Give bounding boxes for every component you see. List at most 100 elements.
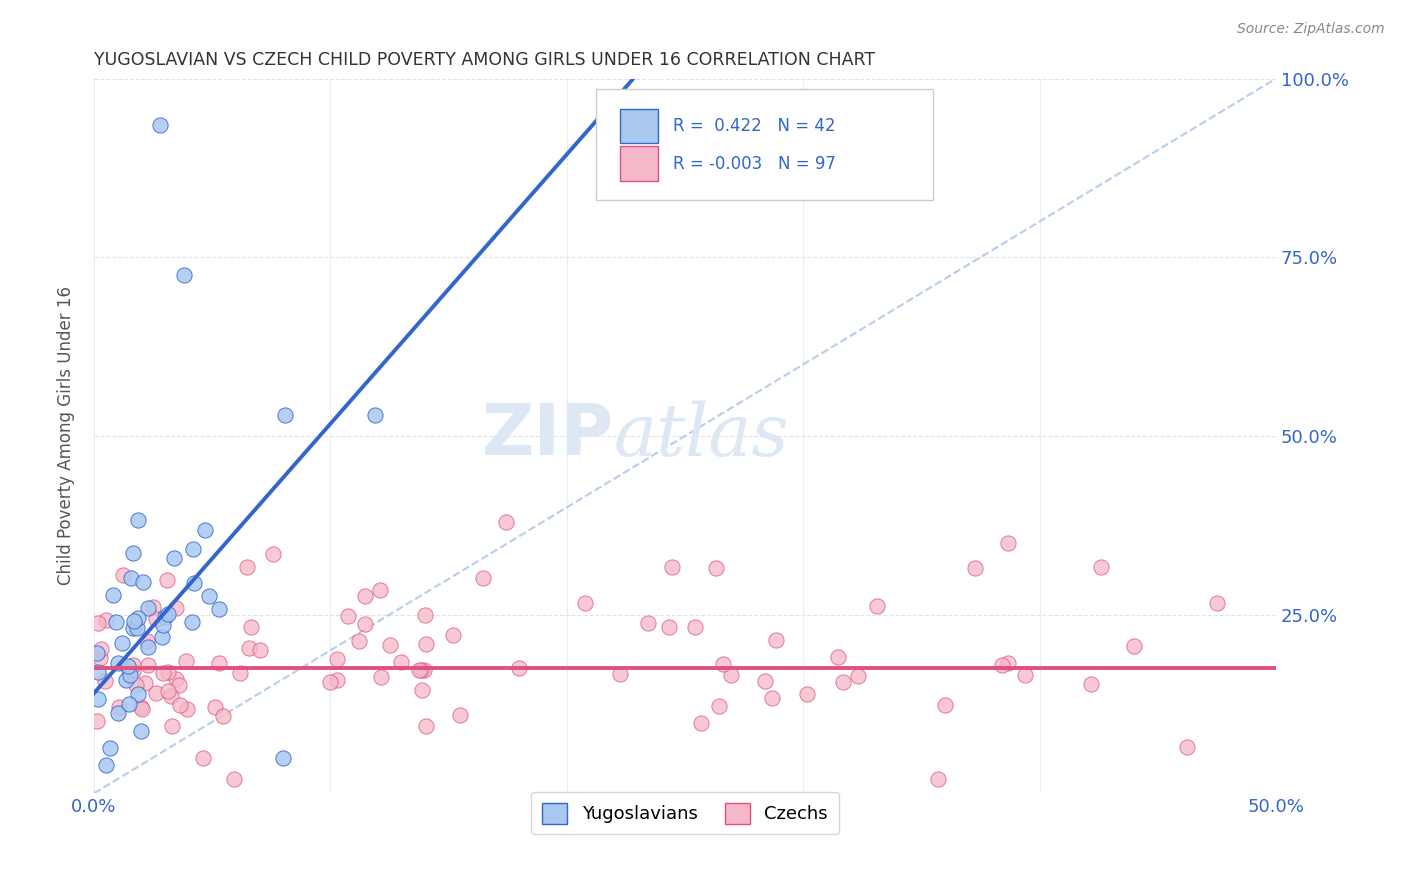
Point — [111, 636, 134, 650]
Point — [86, 646, 108, 660]
FancyBboxPatch shape — [596, 89, 934, 200]
Text: R =  0.422   N = 42: R = 0.422 N = 42 — [673, 118, 835, 136]
Point — [991, 657, 1014, 672]
Point — [107, 700, 129, 714]
Point — [1175, 740, 1198, 755]
Point — [157, 684, 180, 698]
Point — [127, 512, 149, 526]
Point — [152, 665, 174, 680]
Point — [441, 628, 464, 642]
Point — [104, 615, 127, 629]
Point — [103, 589, 125, 603]
Point — [1090, 559, 1112, 574]
Point — [472, 571, 495, 585]
Point — [1080, 677, 1102, 691]
Point — [831, 674, 853, 689]
Point — [122, 665, 145, 679]
Point — [152, 618, 174, 632]
Point — [353, 589, 375, 603]
Y-axis label: Child Poverty Among Girls Under 16: Child Poverty Among Girls Under 16 — [58, 286, 75, 585]
Point — [87, 691, 110, 706]
Point — [127, 611, 149, 625]
Point — [98, 741, 121, 756]
Point — [107, 706, 129, 721]
Point — [153, 610, 176, 624]
Legend: Yugoslavians, Czechs: Yugoslavians, Czechs — [531, 792, 839, 834]
Point — [449, 707, 471, 722]
Point — [413, 607, 436, 622]
Point — [107, 656, 129, 670]
Point — [204, 699, 226, 714]
Point — [145, 685, 167, 699]
Point — [136, 600, 159, 615]
Point — [118, 664, 141, 678]
Point — [508, 661, 530, 675]
Point — [1206, 596, 1229, 610]
Point — [997, 656, 1019, 670]
Point — [173, 268, 195, 282]
Point — [125, 621, 148, 635]
Point — [704, 561, 727, 575]
Text: R = -0.003   N = 97: R = -0.003 N = 97 — [673, 155, 837, 173]
Point — [136, 640, 159, 654]
Point — [136, 657, 159, 672]
Point — [150, 630, 173, 644]
Point — [87, 616, 110, 631]
Point — [181, 615, 204, 629]
Point — [198, 589, 221, 603]
Point — [364, 408, 387, 422]
Point — [118, 667, 141, 681]
Point — [90, 642, 112, 657]
Point — [142, 600, 165, 615]
Point — [160, 719, 183, 733]
Point — [129, 700, 152, 714]
Point — [609, 667, 631, 681]
Point — [411, 682, 433, 697]
Point — [208, 657, 231, 671]
Point — [86, 714, 108, 728]
Point — [86, 665, 108, 680]
Point — [997, 536, 1019, 550]
Point — [134, 676, 156, 690]
Point — [145, 612, 167, 626]
Point — [129, 724, 152, 739]
Point — [132, 574, 155, 589]
Point — [347, 634, 370, 648]
Text: Source: ZipAtlas.com: Source: ZipAtlas.com — [1237, 22, 1385, 37]
Point — [96, 613, 118, 627]
Point — [934, 698, 956, 712]
Point — [125, 678, 148, 692]
Point — [191, 751, 214, 765]
Point — [274, 409, 297, 423]
Point — [1123, 639, 1146, 653]
Point — [709, 698, 731, 713]
Point — [167, 678, 190, 692]
Point — [131, 701, 153, 715]
Point — [574, 596, 596, 610]
Point — [208, 602, 231, 616]
Point — [370, 670, 392, 684]
Point — [690, 716, 713, 731]
Point — [156, 573, 179, 587]
Point — [122, 546, 145, 560]
Point — [127, 687, 149, 701]
Point — [378, 638, 401, 652]
Point — [120, 571, 142, 585]
Point — [262, 547, 284, 561]
Point — [176, 701, 198, 715]
Point — [181, 541, 204, 556]
Point — [163, 550, 186, 565]
Point — [94, 674, 117, 689]
Point — [846, 669, 869, 683]
Point — [122, 657, 145, 672]
FancyBboxPatch shape — [620, 109, 658, 143]
Point — [156, 607, 179, 622]
Point — [353, 617, 375, 632]
Point — [249, 643, 271, 657]
Point — [121, 621, 143, 635]
Point — [159, 689, 181, 703]
Point — [240, 620, 263, 634]
Point — [94, 757, 117, 772]
Point — [212, 709, 235, 723]
Point — [229, 666, 252, 681]
